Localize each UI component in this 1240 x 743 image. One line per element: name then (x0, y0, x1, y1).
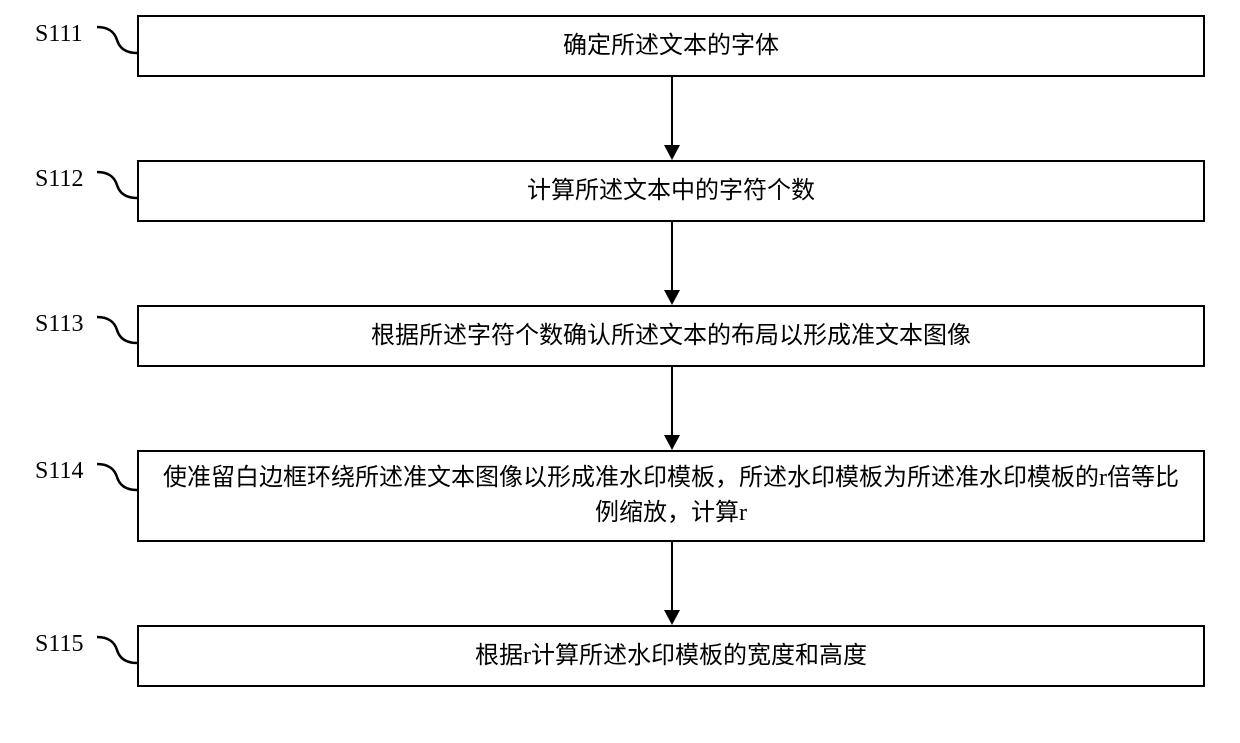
step-text-s114: 使准留白边框环绕所述准文本图像以形成准水印模板，所述水印模板为所述准水印模板的r… (159, 461, 1183, 531)
step-label-s111: S111 (35, 21, 83, 48)
step-text-s112: 计算所述文本中的字符个数 (527, 174, 815, 209)
label-bracket-s114 (97, 462, 137, 492)
step-label-s114: S114 (35, 458, 83, 485)
step-box-s114: 使准留白边框环绕所述准文本图像以形成准水印模板，所述水印模板为所述准水印模板的r… (137, 450, 1205, 542)
label-bracket-s113 (97, 315, 137, 345)
label-bracket-s111 (97, 25, 137, 55)
label-bracket-s115 (97, 635, 137, 665)
step-text-s113: 根据所述字符个数确认所述文本的布局以形成准文本图像 (371, 319, 971, 354)
arrow-4 (671, 542, 673, 625)
step-box-s113: 根据所述字符个数确认所述文本的布局以形成准文本图像 (137, 305, 1205, 367)
arrow-2 (671, 222, 673, 305)
arrow-1 (671, 77, 673, 160)
label-bracket-s112 (97, 170, 137, 200)
step-box-s112: 计算所述文本中的字符个数 (137, 160, 1205, 222)
step-label-s113: S113 (35, 311, 83, 338)
step-box-s111: 确定所述文本的字体 (137, 15, 1205, 77)
step-label-s112: S112 (35, 166, 83, 193)
arrow-3 (671, 367, 673, 450)
step-box-s115: 根据r计算所述水印模板的宽度和高度 (137, 625, 1205, 687)
step-label-s115: S115 (35, 631, 83, 658)
step-text-s111: 确定所述文本的字体 (563, 29, 779, 64)
step-text-s115: 根据r计算所述水印模板的宽度和高度 (475, 639, 867, 674)
